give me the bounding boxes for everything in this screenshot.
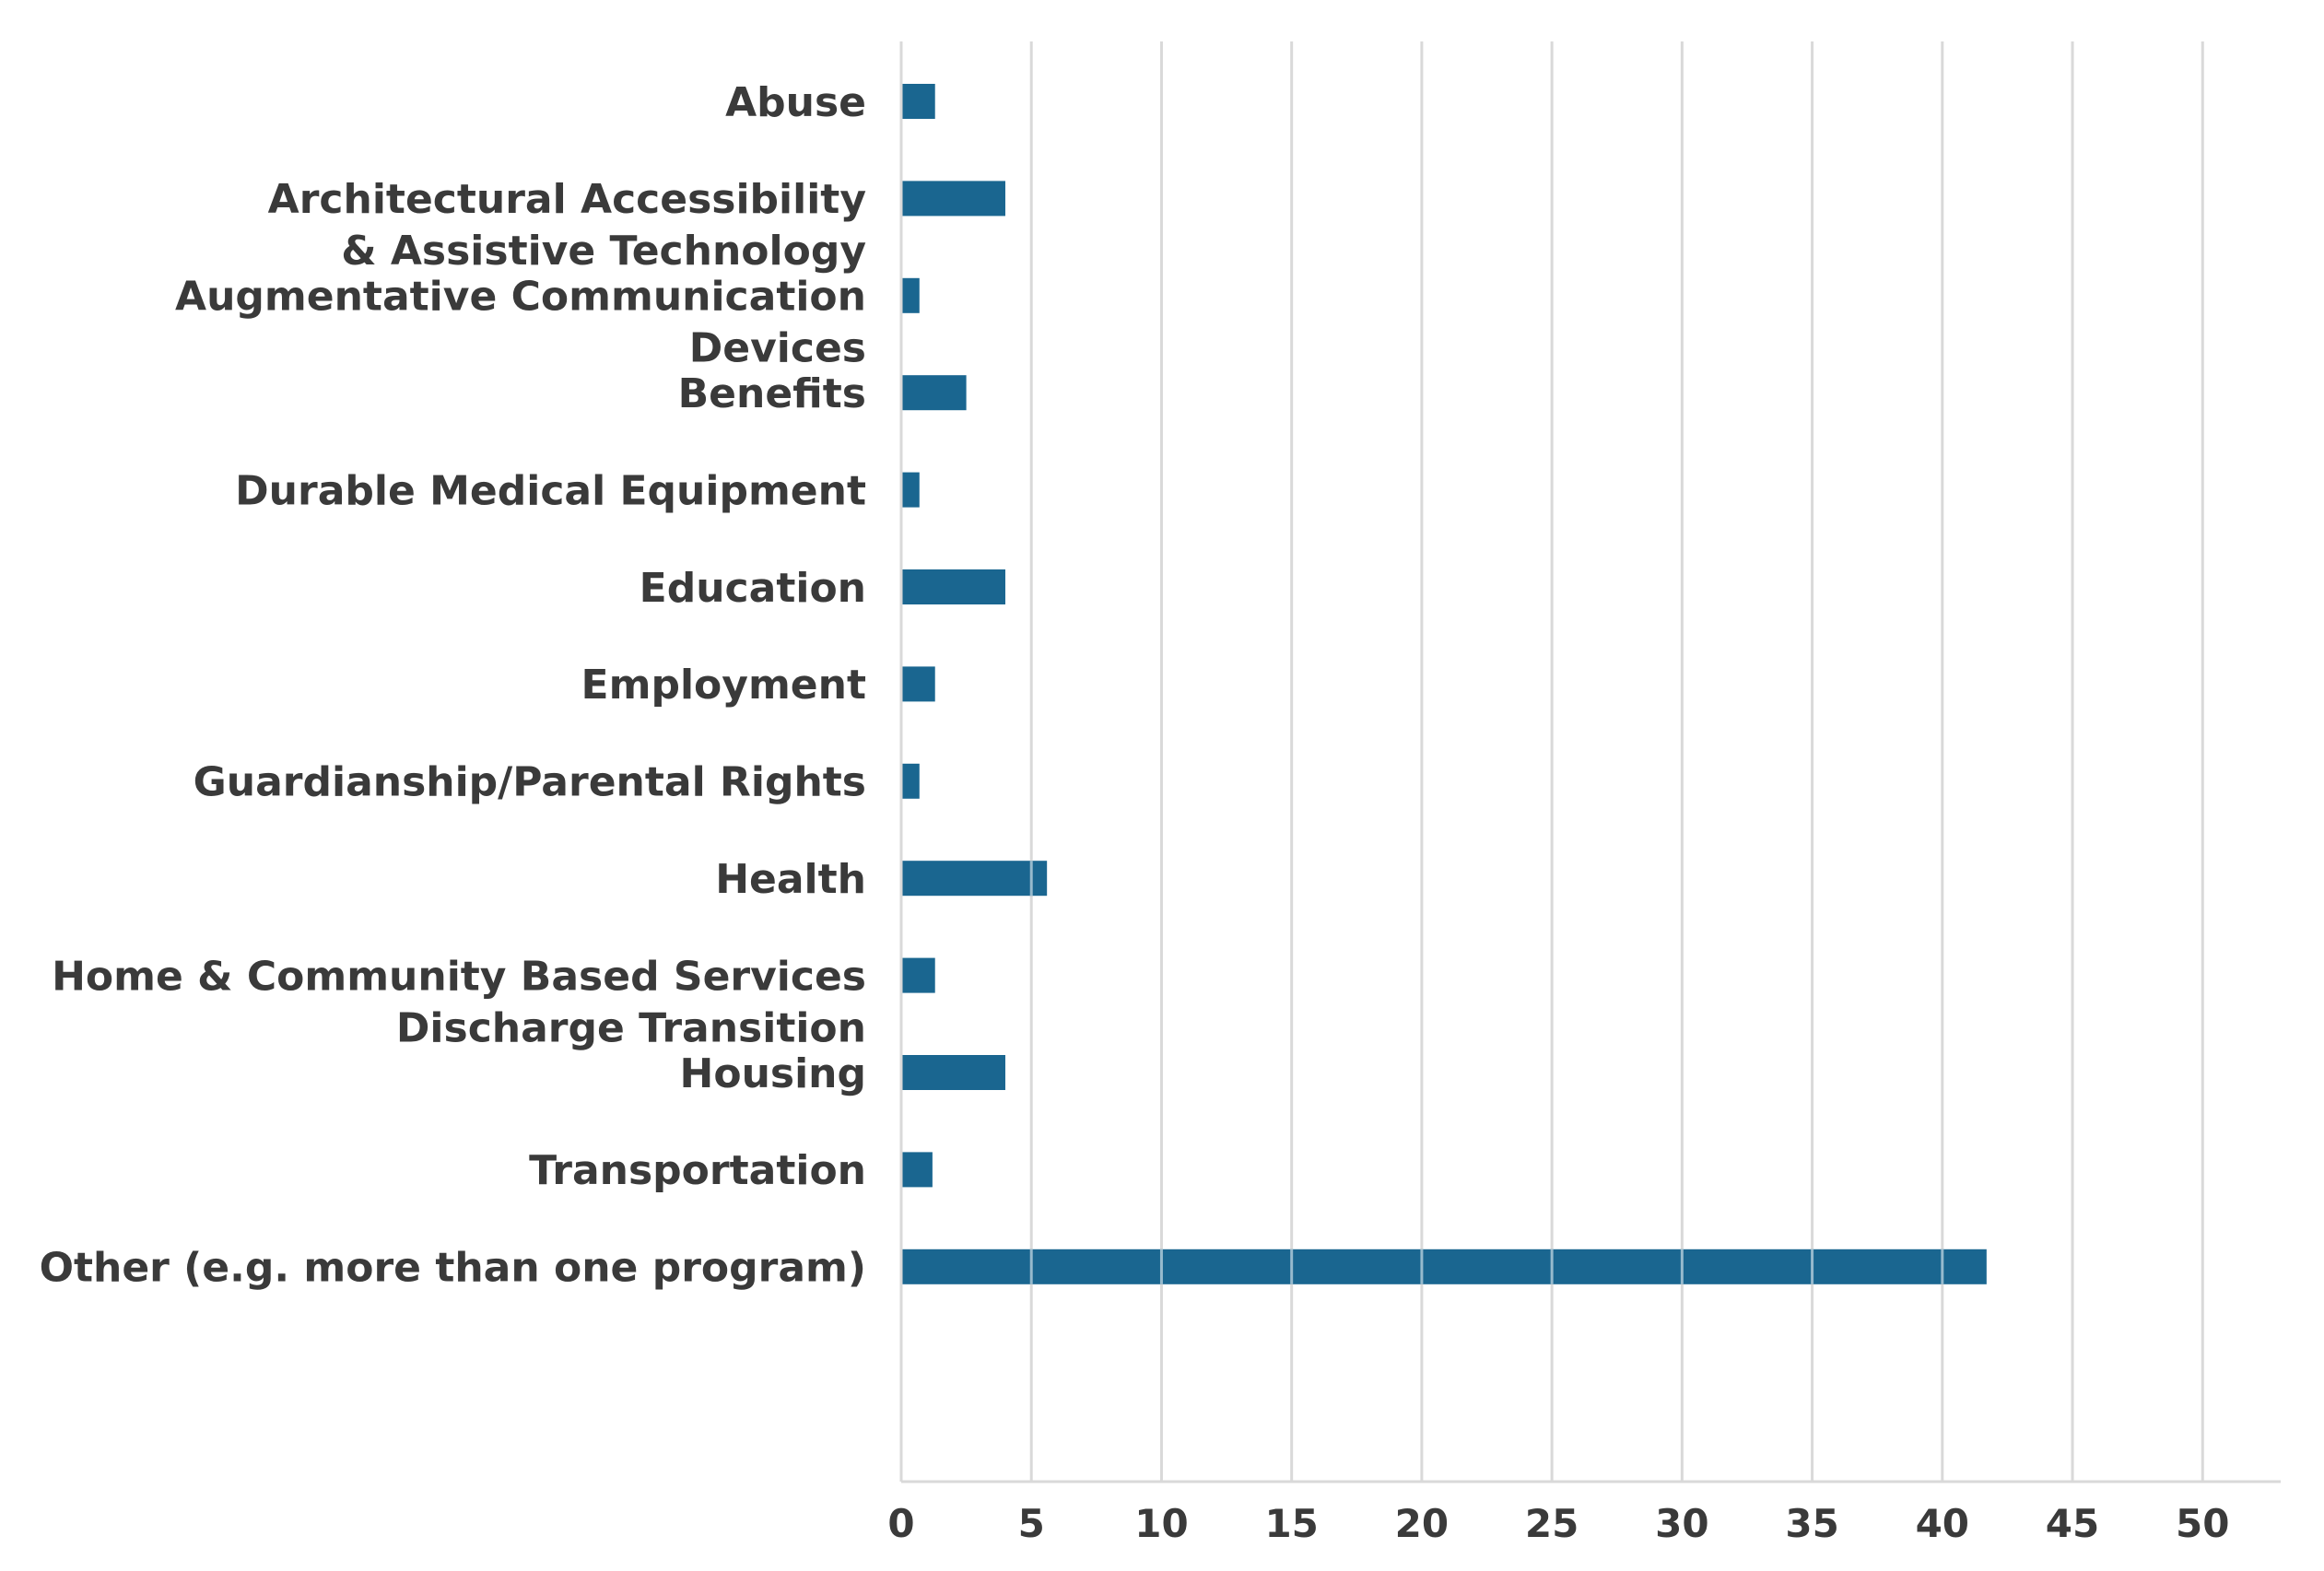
x-tick-label-35: 35: [1785, 1501, 1838, 1546]
tick-labels: 0 5 10 15 20 25 30 35 40 45 50: [887, 1501, 2229, 1546]
x-tick-label-45: 45: [2046, 1501, 2099, 1546]
x-tick-label-30: 30: [1655, 1501, 1708, 1546]
category-label-1: Architectural Accessibility & Assistive T…: [268, 176, 866, 275]
x-tick-label-50: 50: [2176, 1501, 2229, 1546]
x-tick-label-15: 15: [1264, 1501, 1318, 1546]
category-label-line: Architectural Accessibility: [268, 176, 866, 223]
x-tick-label-0: 0: [887, 1501, 914, 1546]
category-label-0: Abuse: [725, 79, 866, 126]
category-labels: Abuse Architectural Accessibility & Assist…: [40, 79, 866, 1292]
category-label-line: Augmentative Communication: [175, 274, 866, 321]
category-label-6: Employment: [581, 662, 866, 709]
x-tick-label-5: 5: [1018, 1501, 1045, 1546]
category-label-line: Employment: [581, 662, 866, 709]
bar-11: [901, 1152, 933, 1188]
category-label-line: Transportation: [529, 1147, 866, 1194]
category-label-4: Durable Medical Equipment: [235, 467, 866, 514]
x-tick-label-40: 40: [1916, 1501, 1969, 1546]
x-tick-label-20: 20: [1395, 1501, 1449, 1546]
category-label-line: Discharge Transition: [396, 1004, 866, 1051]
category-label-line: Devices: [689, 325, 866, 372]
category-label-12: Other (e.g. more than one program): [40, 1245, 866, 1292]
bar-5: [901, 569, 1005, 604]
category-label-line: Guardianship/Parental Rights: [194, 759, 866, 806]
bars: [901, 84, 1987, 1284]
bar-8: [901, 861, 1048, 897]
category-label-line: Home & Community Based Services: [52, 953, 866, 1000]
x-tick-label-25: 25: [1525, 1501, 1579, 1546]
category-label-9: Home & Community Based Services Discharge…: [52, 953, 866, 1051]
category-label-line: Durable Medical Equipment: [235, 467, 866, 514]
bar-6: [901, 666, 935, 702]
category-label-5: Education: [640, 565, 866, 612]
category-label-2: Augmentative Communication Devices: [175, 274, 866, 372]
category-label-line: Housing: [680, 1050, 866, 1097]
category-label-10: Housing: [680, 1050, 866, 1097]
bar-12: [901, 1249, 1987, 1284]
category-label-line: Education: [640, 565, 866, 612]
bar-4: [901, 472, 920, 508]
category-label-line: & Assistive Technology: [341, 228, 866, 275]
bar-2: [901, 277, 920, 313]
category-label-line: Abuse: [725, 79, 866, 126]
bar-1: [901, 181, 1005, 217]
category-label-3: Benefits: [678, 370, 866, 417]
bar-10: [901, 1055, 1005, 1090]
category-label-11: Transportation: [529, 1147, 866, 1194]
bar-7: [901, 763, 920, 799]
category-label-8: Health: [715, 856, 866, 903]
category-label-line: Health: [715, 856, 866, 903]
axes: [899, 41, 2281, 1483]
category-label-line: Other (e.g. more than one program): [40, 1245, 866, 1292]
category-label-line: Benefits: [678, 370, 866, 417]
category-label-7: Guardianship/Parental Rights: [194, 759, 866, 806]
bar-0: [901, 84, 935, 119]
x-tick-label-10: 10: [1134, 1501, 1188, 1546]
grid-lines: [1029, 41, 2204, 1482]
bar-9: [901, 957, 935, 993]
bar-3: [901, 375, 967, 411]
